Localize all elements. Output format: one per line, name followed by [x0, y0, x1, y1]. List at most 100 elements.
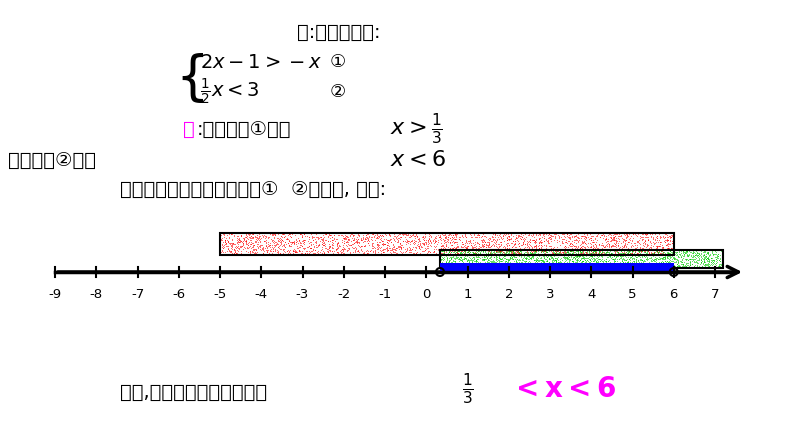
Point	[325, 232, 337, 239]
Point	[543, 233, 556, 240]
Point	[406, 246, 418, 253]
Point	[534, 237, 546, 245]
Point	[640, 264, 653, 271]
Point	[535, 263, 548, 270]
Point	[397, 244, 410, 251]
Point	[418, 239, 431, 246]
Point	[397, 249, 410, 256]
Point	[448, 248, 461, 255]
Point	[629, 245, 642, 252]
Point	[617, 263, 630, 270]
Point	[604, 252, 617, 259]
Point	[580, 256, 593, 263]
Point	[416, 233, 429, 240]
Point	[653, 240, 666, 248]
Point	[388, 249, 401, 256]
Point	[360, 233, 373, 240]
Point	[661, 253, 673, 261]
Point	[693, 249, 706, 257]
Point	[218, 251, 231, 258]
Point	[616, 235, 629, 242]
Point	[588, 244, 601, 251]
Point	[480, 257, 493, 265]
Point	[504, 247, 517, 254]
Point	[588, 254, 600, 261]
Point	[639, 244, 652, 251]
Point	[629, 251, 642, 258]
Point	[272, 247, 284, 254]
Point	[309, 247, 322, 254]
Point	[653, 242, 666, 249]
Point	[540, 230, 553, 237]
Point	[643, 237, 656, 245]
Point	[225, 242, 237, 249]
Point	[669, 255, 681, 262]
Point	[499, 263, 512, 270]
Point	[584, 248, 597, 255]
Point	[529, 243, 542, 250]
Text: 6: 6	[669, 288, 678, 301]
Point	[629, 241, 642, 249]
Point	[225, 241, 237, 248]
Point	[434, 248, 447, 255]
Point	[510, 257, 522, 264]
Point	[550, 247, 563, 254]
Point	[422, 236, 434, 243]
Point	[449, 251, 461, 258]
Point	[319, 244, 332, 251]
Point	[449, 257, 461, 264]
Point	[593, 259, 606, 266]
Point	[615, 248, 627, 255]
Point	[619, 236, 632, 243]
Point	[479, 255, 491, 262]
Point	[441, 251, 454, 258]
Point	[290, 235, 303, 242]
Point	[656, 254, 669, 261]
Point	[706, 260, 719, 267]
Point	[489, 264, 502, 271]
Point	[434, 253, 446, 261]
Point	[599, 258, 612, 265]
Point	[270, 242, 283, 249]
Point	[522, 242, 534, 249]
Point	[372, 230, 384, 237]
Point	[611, 248, 624, 255]
Point	[553, 248, 566, 255]
Point	[630, 252, 643, 259]
Point	[708, 263, 721, 270]
Point	[623, 262, 636, 270]
Point	[599, 242, 612, 249]
Point	[542, 247, 555, 254]
Point	[534, 251, 546, 258]
Point	[241, 232, 254, 240]
Point	[478, 255, 491, 262]
Point	[532, 254, 545, 261]
Point	[318, 248, 330, 255]
Point	[343, 237, 356, 244]
Point	[610, 253, 622, 260]
Text: 1: 1	[463, 288, 472, 301]
Point	[687, 255, 700, 262]
Point	[499, 255, 512, 262]
Point	[538, 253, 550, 260]
Point	[499, 262, 512, 270]
Point	[599, 249, 612, 257]
Point	[448, 261, 461, 269]
Point	[695, 249, 707, 256]
Point	[569, 254, 582, 261]
Point	[303, 245, 316, 252]
Point	[399, 230, 412, 237]
Point	[534, 264, 547, 271]
Point	[653, 247, 666, 254]
Point	[625, 243, 638, 250]
Point	[547, 236, 560, 244]
Point	[638, 249, 651, 256]
Point	[456, 258, 468, 265]
Point	[372, 235, 384, 242]
Point	[448, 247, 461, 254]
Point	[547, 233, 560, 240]
Point	[510, 264, 522, 271]
Point	[324, 246, 337, 253]
Point	[638, 264, 650, 271]
Point	[550, 261, 563, 269]
